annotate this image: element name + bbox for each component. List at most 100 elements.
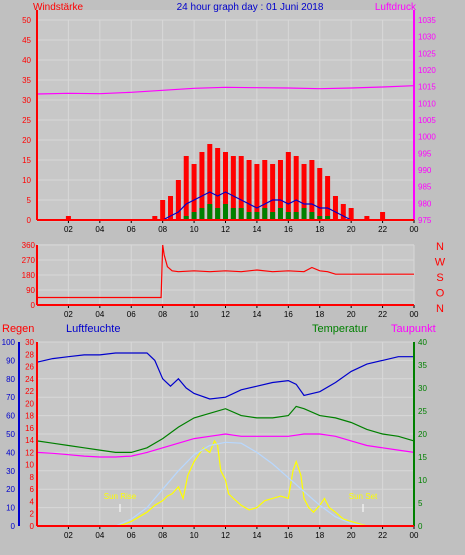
wind_gust-bar: [223, 152, 228, 220]
wind-y-tick-label: 35: [22, 76, 31, 85]
wind_min-bar: [191, 212, 197, 220]
wind_gust-bar: [270, 164, 276, 220]
pressure-y-tick-label: 1035: [418, 16, 436, 25]
climate-x-tick-label: 08: [158, 531, 167, 540]
wind-y-tick-label: 45: [22, 36, 31, 45]
pressure-y-tick-label: 1030: [418, 33, 436, 42]
direction-x-tick-label: 22: [378, 310, 387, 319]
wind_gust-bar: [285, 152, 291, 220]
wind_gust-bar: [277, 160, 283, 220]
humidity-y-tick-label: 100: [2, 338, 16, 347]
solar-line: [37, 439, 414, 527]
wind_min-bar: [325, 216, 331, 220]
direction-x-tick-label: 10: [190, 310, 199, 319]
rain-y-tick-label: 0: [30, 522, 35, 531]
wind_min-bar: [309, 212, 315, 220]
wind-y-tick-label: 30: [22, 96, 31, 105]
wind-y-tick-label: 20: [22, 136, 31, 145]
rain-y-tick-label: 24: [25, 375, 34, 384]
pressure-y-tick-label: 1020: [418, 66, 436, 75]
pressure-y-tick-label: 985: [418, 183, 432, 192]
wind_min-bar: [183, 216, 189, 220]
wind-x-tick-label: 16: [284, 225, 293, 234]
rain-y-tick-label: 2: [30, 510, 35, 519]
pressure-y-tick-label: 1005: [418, 116, 436, 125]
wind_gust-bar: [293, 156, 299, 220]
rain-y-tick-label: 12: [25, 448, 34, 457]
humidity-y-tick-label: 10: [6, 504, 15, 513]
wind_gust-bar: [317, 168, 323, 220]
wind_min-bar: [262, 208, 268, 220]
climate-x-tick-label: 20: [347, 531, 356, 540]
wind_gust-bar: [325, 176, 331, 220]
sunrise-label: Sun Rise: [104, 492, 137, 501]
compass-label: N: [436, 303, 444, 315]
wind_min-bar: [293, 212, 299, 220]
rain-y-tick-label: 10: [25, 461, 34, 470]
direction-y-tick-label: 360: [22, 241, 36, 250]
wind_min-bar: [246, 212, 252, 220]
wind-x-tick-label: 18: [315, 225, 324, 234]
temperature-y-tick-label: 25: [418, 407, 427, 416]
wind_avg-line: [37, 191, 414, 221]
dewpoint-axis-title: Taupunkt: [391, 323, 436, 335]
pressure-y-tick-label: 1000: [418, 133, 436, 142]
compass-label: W: [435, 257, 446, 269]
pressure-y-tick-label: 1010: [418, 99, 436, 108]
wind_gust-bar: [246, 160, 252, 220]
climate-x-tick-label: 12: [221, 531, 230, 540]
temperature-y-tick-label: 40: [418, 338, 427, 347]
wind-y-tick-label: 5: [27, 196, 32, 205]
wind_gust-bar: [199, 152, 205, 220]
sunset-label: Sun Set: [349, 492, 378, 501]
pressure-y-tick-label: 975: [418, 216, 432, 225]
compass-label: O: [436, 288, 445, 300]
wind_direction-line: [37, 244, 414, 299]
rain-y-tick-label: 16: [25, 424, 34, 433]
pressure-axis-title: Luftdruck: [375, 2, 417, 13]
rain-y-tick-label: 4: [30, 497, 35, 506]
temperature-y-tick-label: 5: [418, 499, 423, 508]
compass-label: N: [436, 241, 444, 253]
direction-x-tick-label: 18: [315, 310, 324, 319]
direction-x-tick-label: 20: [347, 310, 356, 319]
wind_gust-bar: [168, 196, 174, 220]
pressure-y-tick-label: 990: [418, 166, 432, 175]
rain-y-tick-label: 18: [25, 412, 34, 421]
direction-x-tick-label: 00: [410, 310, 419, 319]
compass-label: S: [436, 272, 443, 284]
temperature-y-tick-label: 10: [418, 476, 427, 485]
humidity-y-tick-label: 70: [6, 393, 15, 402]
humidity-y-tick-label: 40: [6, 448, 15, 457]
wind_min-bar: [277, 208, 283, 220]
wind_min-bar: [254, 212, 260, 220]
climate-x-tick-label: 06: [127, 531, 136, 540]
wind_min-bar: [317, 216, 323, 220]
wind-axis-title: Windstärke: [33, 2, 83, 13]
rain-y-tick-label: 28: [25, 350, 34, 359]
wind_gust-bar: [191, 164, 197, 220]
rain-axis-title: Regen: [2, 323, 34, 335]
wind-x-tick-label: 10: [190, 225, 199, 234]
rain-y-tick-label: 22: [25, 387, 34, 396]
wind-x-tick-label: 02: [64, 225, 73, 234]
chart-title: 24 hour graph day : 01 Juni 2018: [177, 2, 324, 13]
wind_min-bar: [301, 208, 307, 220]
wind-x-tick-label: 06: [127, 225, 136, 234]
direction-x-tick-label: 06: [127, 310, 136, 319]
direction-y-tick-label: 90: [26, 286, 35, 295]
temperature-axis-title: Temperatur: [312, 323, 368, 335]
wind-x-tick-label: 20: [347, 225, 356, 234]
pressure-y-tick-label: 980: [418, 199, 432, 208]
direction-y-tick-label: 270: [22, 256, 36, 265]
climate-x-tick-label: 04: [95, 531, 104, 540]
direction-x-tick-label: 08: [158, 310, 167, 319]
wind-y-tick-label: 0: [27, 216, 32, 225]
pressure-y-tick-label: 1015: [418, 83, 436, 92]
wind_min-bar: [238, 208, 244, 220]
wind-y-tick-label: 25: [22, 116, 31, 125]
direction-x-tick-label: 04: [95, 310, 104, 319]
wind-x-tick-label: 00: [410, 225, 419, 234]
rain-y-tick-label: 6: [30, 485, 35, 494]
